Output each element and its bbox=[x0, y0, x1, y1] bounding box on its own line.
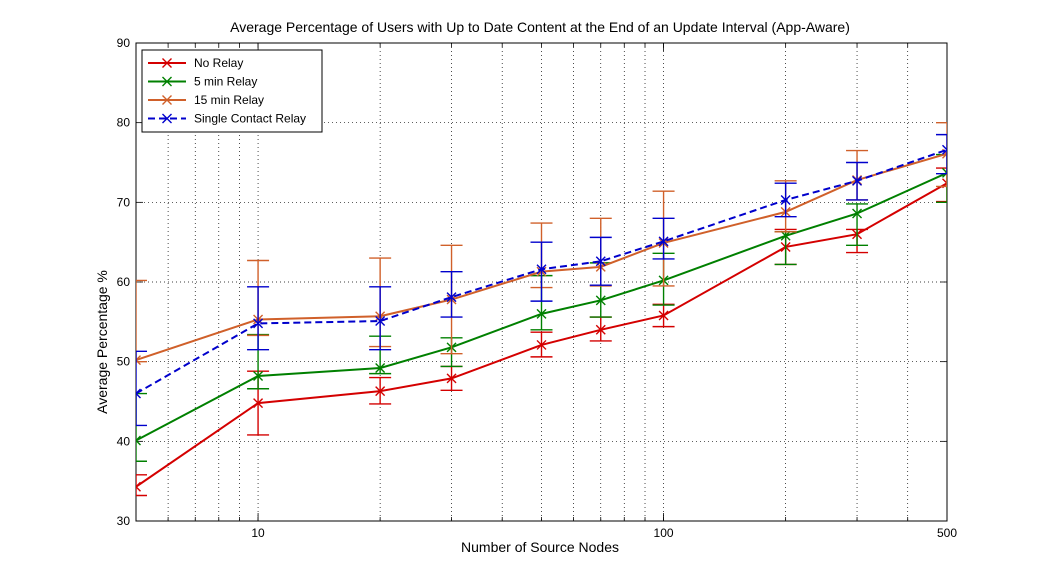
legend-label: No Relay bbox=[194, 56, 243, 70]
data-point-marker bbox=[446, 292, 457, 303]
legend-marker bbox=[162, 95, 172, 105]
data-point-marker bbox=[375, 386, 386, 397]
data-point-marker bbox=[136, 355, 141, 366]
data-point-marker bbox=[136, 481, 141, 492]
data-point-marker bbox=[595, 324, 606, 335]
data-point-marker bbox=[136, 388, 141, 399]
data-point-marker bbox=[942, 144, 947, 155]
y-tick-label: 30 bbox=[117, 514, 131, 528]
y-tick-label: 70 bbox=[117, 195, 131, 209]
series-line bbox=[136, 182, 947, 488]
x-tick-label: 500 bbox=[937, 526, 957, 540]
data-point-marker bbox=[942, 167, 947, 178]
y-axis-label: Average Percentage % bbox=[94, 270, 110, 414]
chart-title: Average Percentage of Users with Up to D… bbox=[230, 19, 850, 35]
data-point-marker bbox=[595, 256, 606, 267]
data-point-marker bbox=[253, 318, 264, 329]
x-tick-label: 100 bbox=[654, 526, 674, 540]
data-point-marker bbox=[136, 435, 141, 446]
y-tick-label: 80 bbox=[117, 116, 131, 130]
series-line bbox=[136, 171, 947, 442]
data-point-marker bbox=[375, 316, 386, 327]
series-line bbox=[136, 152, 947, 362]
y-tick-label: 50 bbox=[117, 355, 131, 369]
data-point-marker bbox=[446, 373, 457, 384]
data-point-marker bbox=[536, 308, 547, 319]
data-point-marker bbox=[852, 175, 863, 186]
data-point-marker bbox=[536, 264, 547, 275]
series-line bbox=[136, 148, 947, 395]
data-point-marker bbox=[852, 208, 863, 219]
plot-area: 30 40 50 60 70 80 90 10 100 500 No Relay 5 min Rela… bbox=[117, 36, 958, 540]
legend-marker bbox=[162, 76, 172, 87]
data-point-marker bbox=[658, 236, 669, 247]
y-tick-label: 60 bbox=[117, 275, 131, 289]
series-group bbox=[136, 153, 947, 462]
y-tick-label: 90 bbox=[117, 36, 131, 50]
legend-label: Single Contact Relay bbox=[194, 112, 306, 126]
data-point-marker bbox=[253, 398, 264, 409]
legend-label: 5 min Relay bbox=[194, 75, 257, 89]
legend-label: 15 min Relay bbox=[194, 93, 264, 107]
x-tick-label: 10 bbox=[251, 526, 265, 540]
series-group bbox=[136, 167, 947, 497]
y-tick-label: 40 bbox=[117, 434, 131, 448]
data-point-marker bbox=[658, 310, 669, 321]
x-axis-label: Number of Source Nodes bbox=[461, 539, 619, 555]
data-point-marker bbox=[253, 371, 264, 382]
data-point-marker bbox=[595, 295, 606, 306]
data-point-marker bbox=[780, 194, 791, 205]
legend-marker bbox=[162, 113, 172, 124]
data-point-marker bbox=[375, 363, 386, 374]
data-point-marker bbox=[536, 339, 547, 350]
data-point-marker bbox=[780, 230, 791, 241]
legend-marker bbox=[162, 58, 172, 68]
series-group bbox=[136, 133, 947, 427]
